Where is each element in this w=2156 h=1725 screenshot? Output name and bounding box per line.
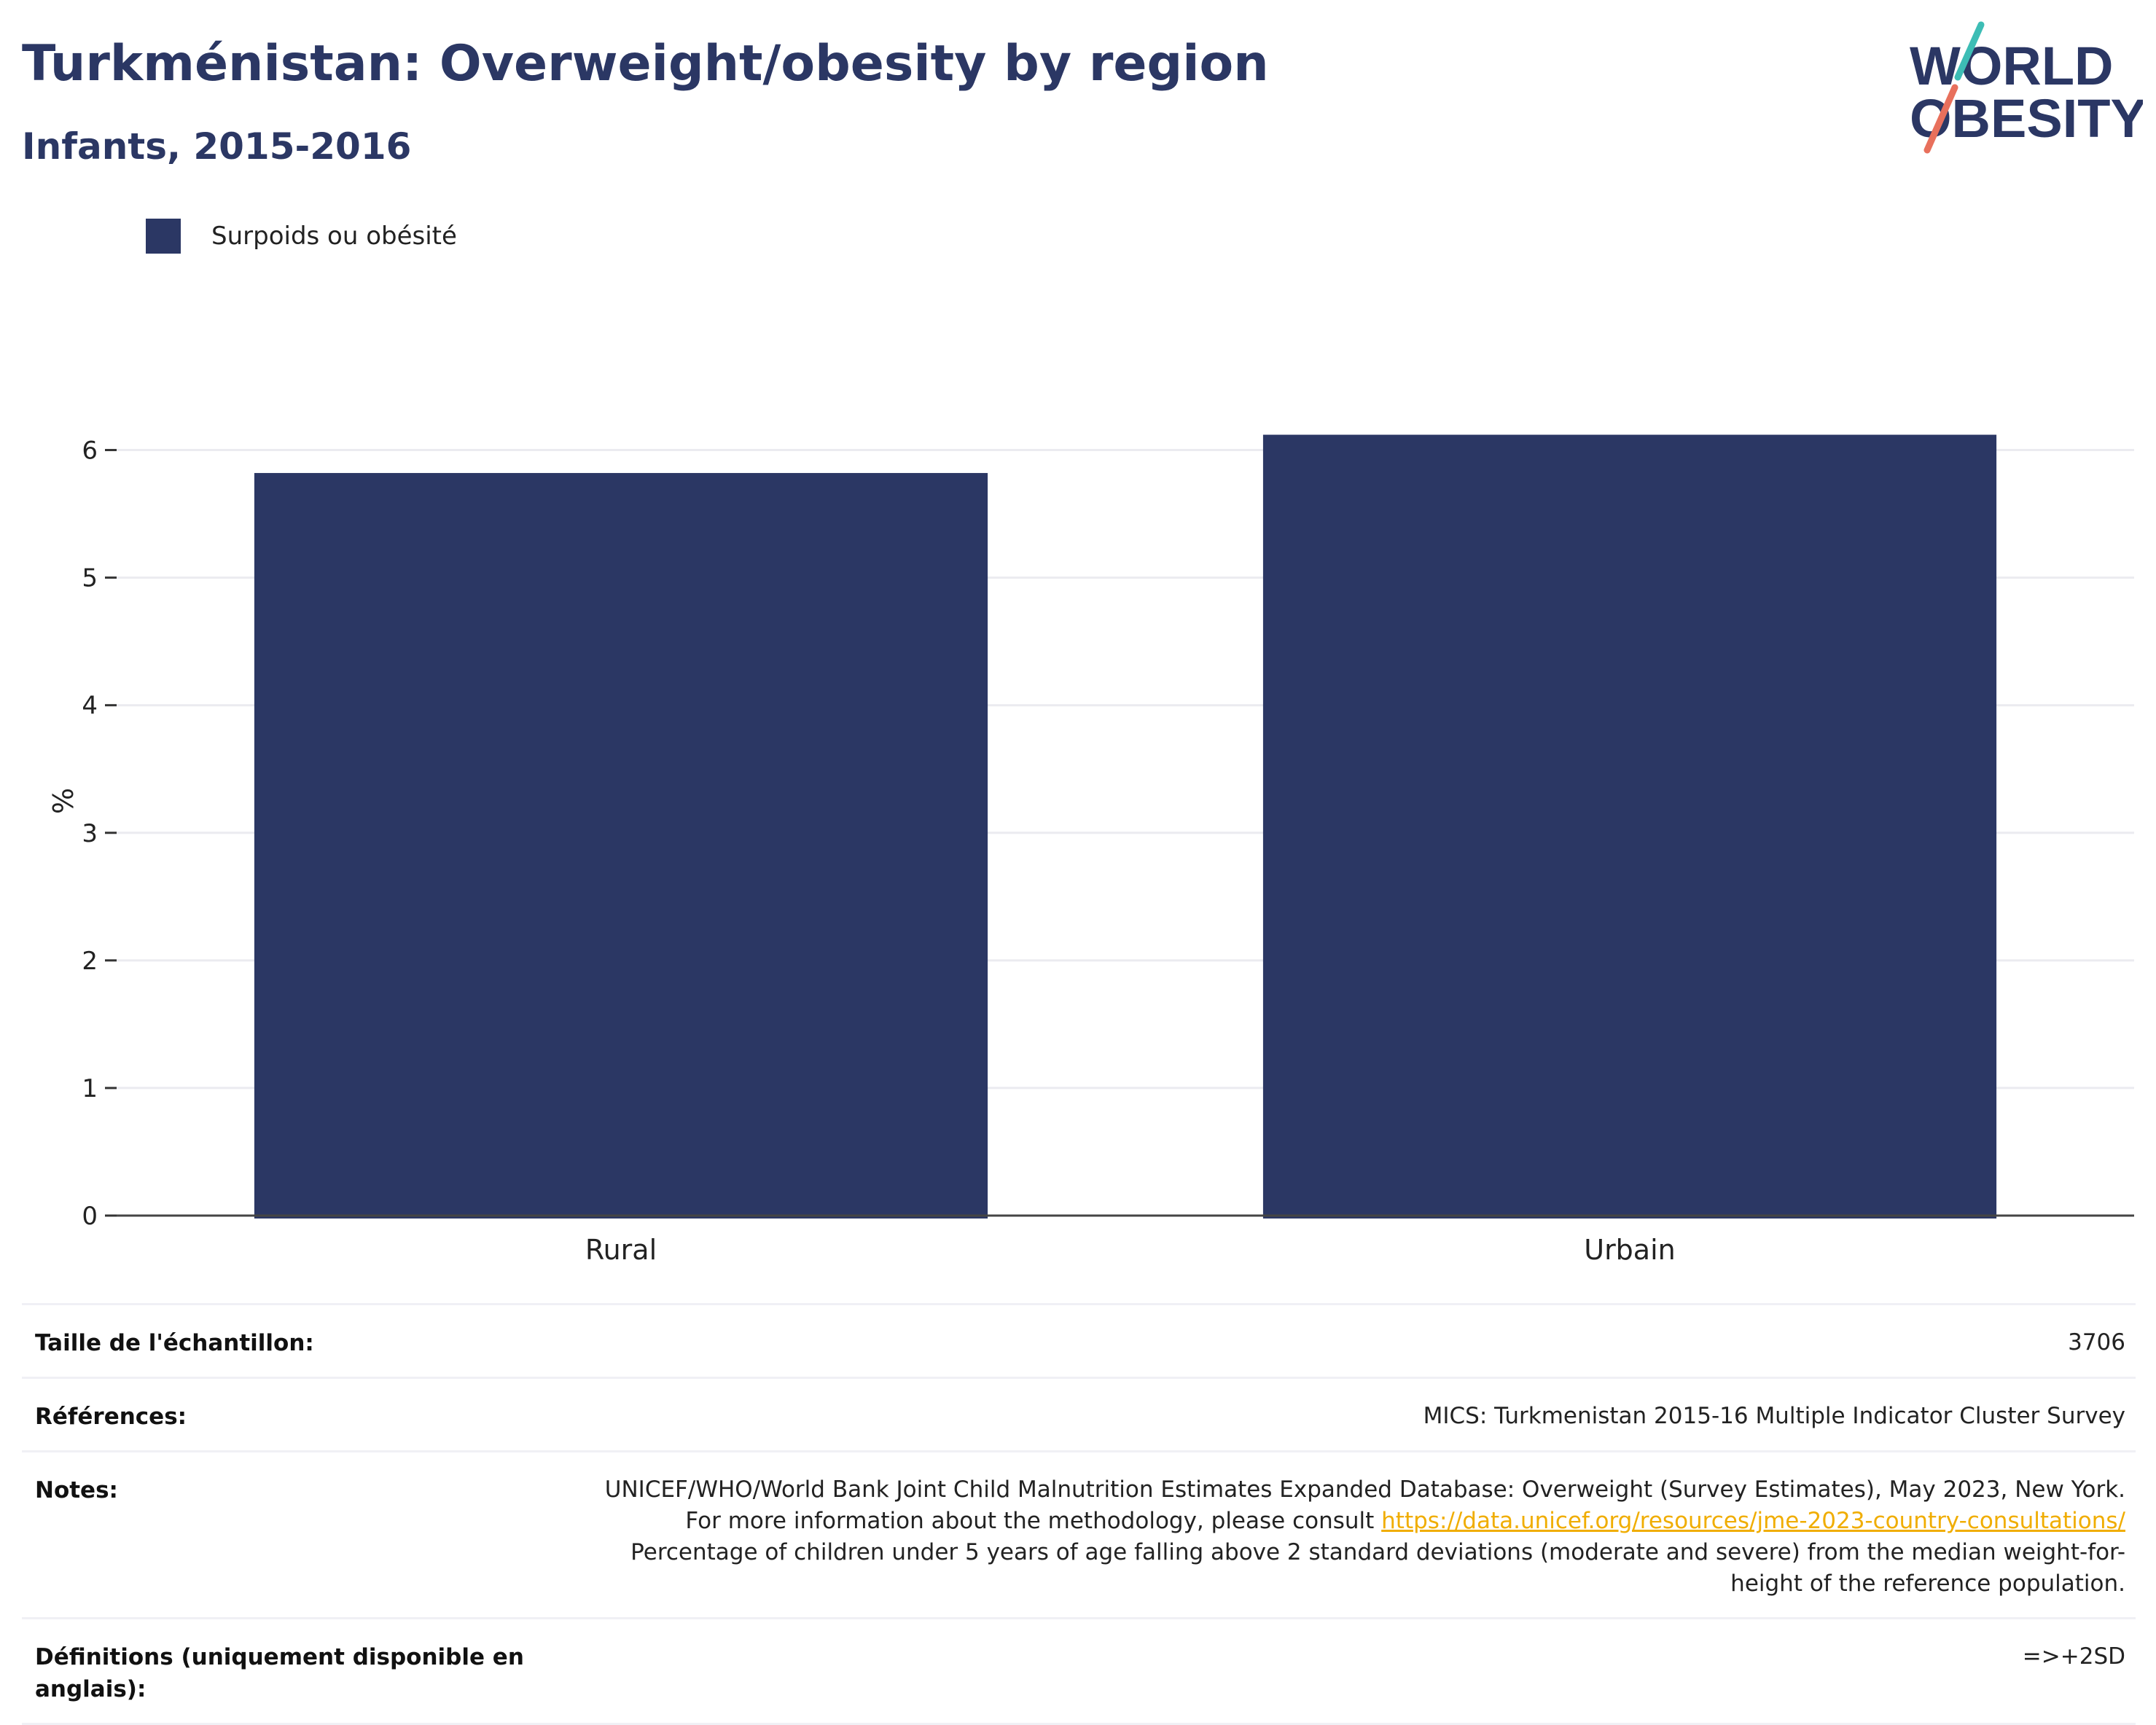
info-row-notes: Notes: UNICEF/WHO/World Bank Joint Child…	[22, 1452, 2136, 1619]
world-obesity-logo: WORLD OBESITY	[1910, 21, 2143, 154]
chart-legend: Surpoids ou obésité	[146, 216, 457, 257]
references-label: Références:	[35, 1404, 187, 1430]
bar-urbain	[1262, 434, 1997, 1219]
y-tick-label: 6	[82, 437, 98, 466]
y-tick-label: 1	[82, 1074, 98, 1103]
x-tick-label: Rural	[585, 1234, 657, 1266]
logo-line1: WORLD	[1910, 36, 2114, 96]
logo-slash-top	[1954, 21, 1985, 81]
x-tick-label: Urbain	[1584, 1234, 1676, 1266]
info-table: Taille de l'échantillon: 3706 Références…	[22, 1303, 2136, 1725]
y-tick-label: 4	[82, 692, 98, 721]
info-row-references: Références: MICS: Turkmenistan 2015-16 M…	[22, 1379, 2136, 1452]
y-tick-label: 2	[82, 947, 98, 976]
y-tick-label: 5	[82, 564, 98, 593]
info-row-sample: Taille de l'échantillon: 3706	[22, 1305, 2136, 1379]
notes-text-2: Percentage of children under 5 years of …	[630, 1539, 2125, 1597]
notes-label: Notes:	[35, 1477, 118, 1503]
info-row-definitions: Définitions (uniquement disponible en an…	[22, 1619, 2136, 1725]
chart-title: Turkménistan: Overweight/obesity by regi…	[22, 35, 1269, 93]
sample-value: 3706	[2068, 1329, 2125, 1356]
legend-swatch	[146, 219, 181, 254]
definitions-value: =>+2SD	[2022, 1643, 2125, 1670]
references-value: MICS: Turkmenistan 2015-16 Multiple Indi…	[1423, 1403, 2125, 1429]
y-tick-label: 3	[82, 819, 98, 848]
y-tick-label: 0	[82, 1202, 98, 1231]
definitions-label: Définitions (uniquement disponible en an…	[35, 1644, 524, 1702]
sample-label: Taille de l'échantillon:	[35, 1330, 314, 1356]
notes-value: UNICEF/WHO/World Bank Joint Child Malnut…	[595, 1474, 2125, 1600]
logo-slash-bottom	[1923, 84, 1958, 154]
notes-link[interactable]: https://data.unicef.org/resources/jme-20…	[1381, 1508, 2125, 1534]
bar-chart: 0 1 2 3 4 5 6% Rural Urbain	[46, 434, 2134, 1266]
bar-rural	[254, 473, 988, 1219]
y-axis-title: %	[46, 788, 78, 814]
legend-label: Surpoids ou obésité	[211, 222, 457, 251]
chart-subtitle: Infants, 2015-2016	[22, 125, 412, 168]
notes-text-1: UNICEF/WHO/World Bank Joint Child Malnut…	[604, 1476, 2125, 1534]
